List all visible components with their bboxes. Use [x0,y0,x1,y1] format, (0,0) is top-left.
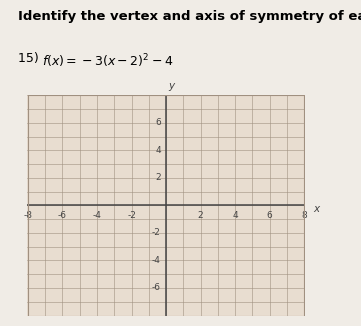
Text: -6: -6 [58,211,67,220]
Text: 4: 4 [155,146,161,155]
Text: -6: -6 [152,284,161,292]
Text: -4: -4 [152,256,161,265]
Text: -8: -8 [23,211,32,220]
Text: Identify the vertex and axis of symmetry of each.: Identify the vertex and axis of symmetry… [18,10,361,23]
Text: x: x [313,204,319,214]
Text: -2: -2 [152,229,161,237]
Text: 2: 2 [155,173,161,182]
Text: $f(x) = -3(x-2)^2 - 4$: $f(x) = -3(x-2)^2 - 4$ [42,52,173,70]
Text: 2: 2 [198,211,203,220]
Text: 6: 6 [155,118,161,127]
Text: 6: 6 [267,211,273,220]
Text: 15): 15) [18,52,43,65]
Text: -4: -4 [92,211,101,220]
Text: -2: -2 [127,211,136,220]
Text: 8: 8 [301,211,307,220]
Text: y: y [168,81,174,91]
Text: 4: 4 [232,211,238,220]
